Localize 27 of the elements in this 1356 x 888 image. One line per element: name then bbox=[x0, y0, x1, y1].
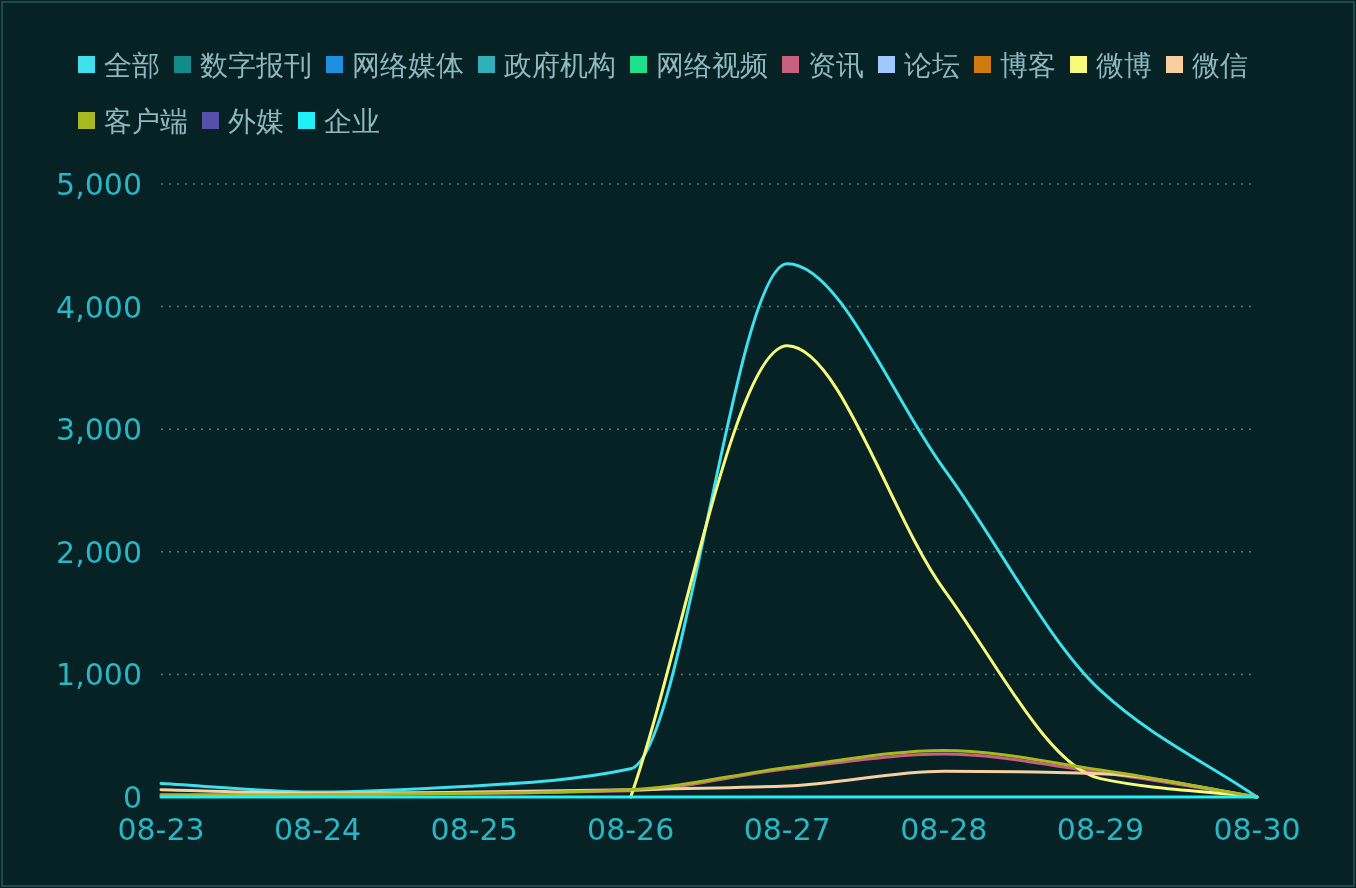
legend-label: 微信 bbox=[1192, 49, 1248, 82]
legend-label: 全部 bbox=[104, 49, 160, 82]
y-tick-label: 3,000 bbox=[56, 412, 142, 448]
y-tick-label: 5,000 bbox=[56, 167, 142, 202]
legend-label: 数字报刊 bbox=[200, 49, 312, 82]
x-tick-label: 08-27 bbox=[743, 812, 831, 847]
y-tick-label: 1,000 bbox=[56, 657, 142, 693]
legend-label: 企业 bbox=[324, 105, 380, 138]
y-tick-label: 4,000 bbox=[56, 289, 142, 325]
legend-label: 博客 bbox=[1000, 49, 1056, 82]
legend-label: 论坛 bbox=[904, 49, 960, 82]
y-tick-label: 2,000 bbox=[56, 534, 142, 570]
x-tick-label: 08-26 bbox=[587, 812, 675, 847]
legend-label: 政府机构 bbox=[504, 49, 616, 82]
x-tick-label: 08-23 bbox=[117, 812, 205, 847]
legend-label: 网络媒体 bbox=[352, 49, 464, 82]
legend-label: 客户端 bbox=[104, 105, 188, 138]
x-tick-label: 08-25 bbox=[430, 812, 518, 847]
x-tick-label: 08-28 bbox=[900, 812, 988, 847]
y-tick-label: 0 bbox=[122, 780, 142, 815]
legend-label: 资讯 bbox=[808, 49, 864, 82]
x-tick-label: 08-29 bbox=[1056, 812, 1145, 847]
x-tick-label: 08-24 bbox=[273, 812, 362, 847]
legend-label: 外媒 bbox=[228, 105, 284, 138]
legend-label: 微博 bbox=[1096, 49, 1152, 82]
legend-label: 网络视频 bbox=[656, 49, 768, 82]
x-tick-label: 08-30 bbox=[1213, 812, 1301, 847]
